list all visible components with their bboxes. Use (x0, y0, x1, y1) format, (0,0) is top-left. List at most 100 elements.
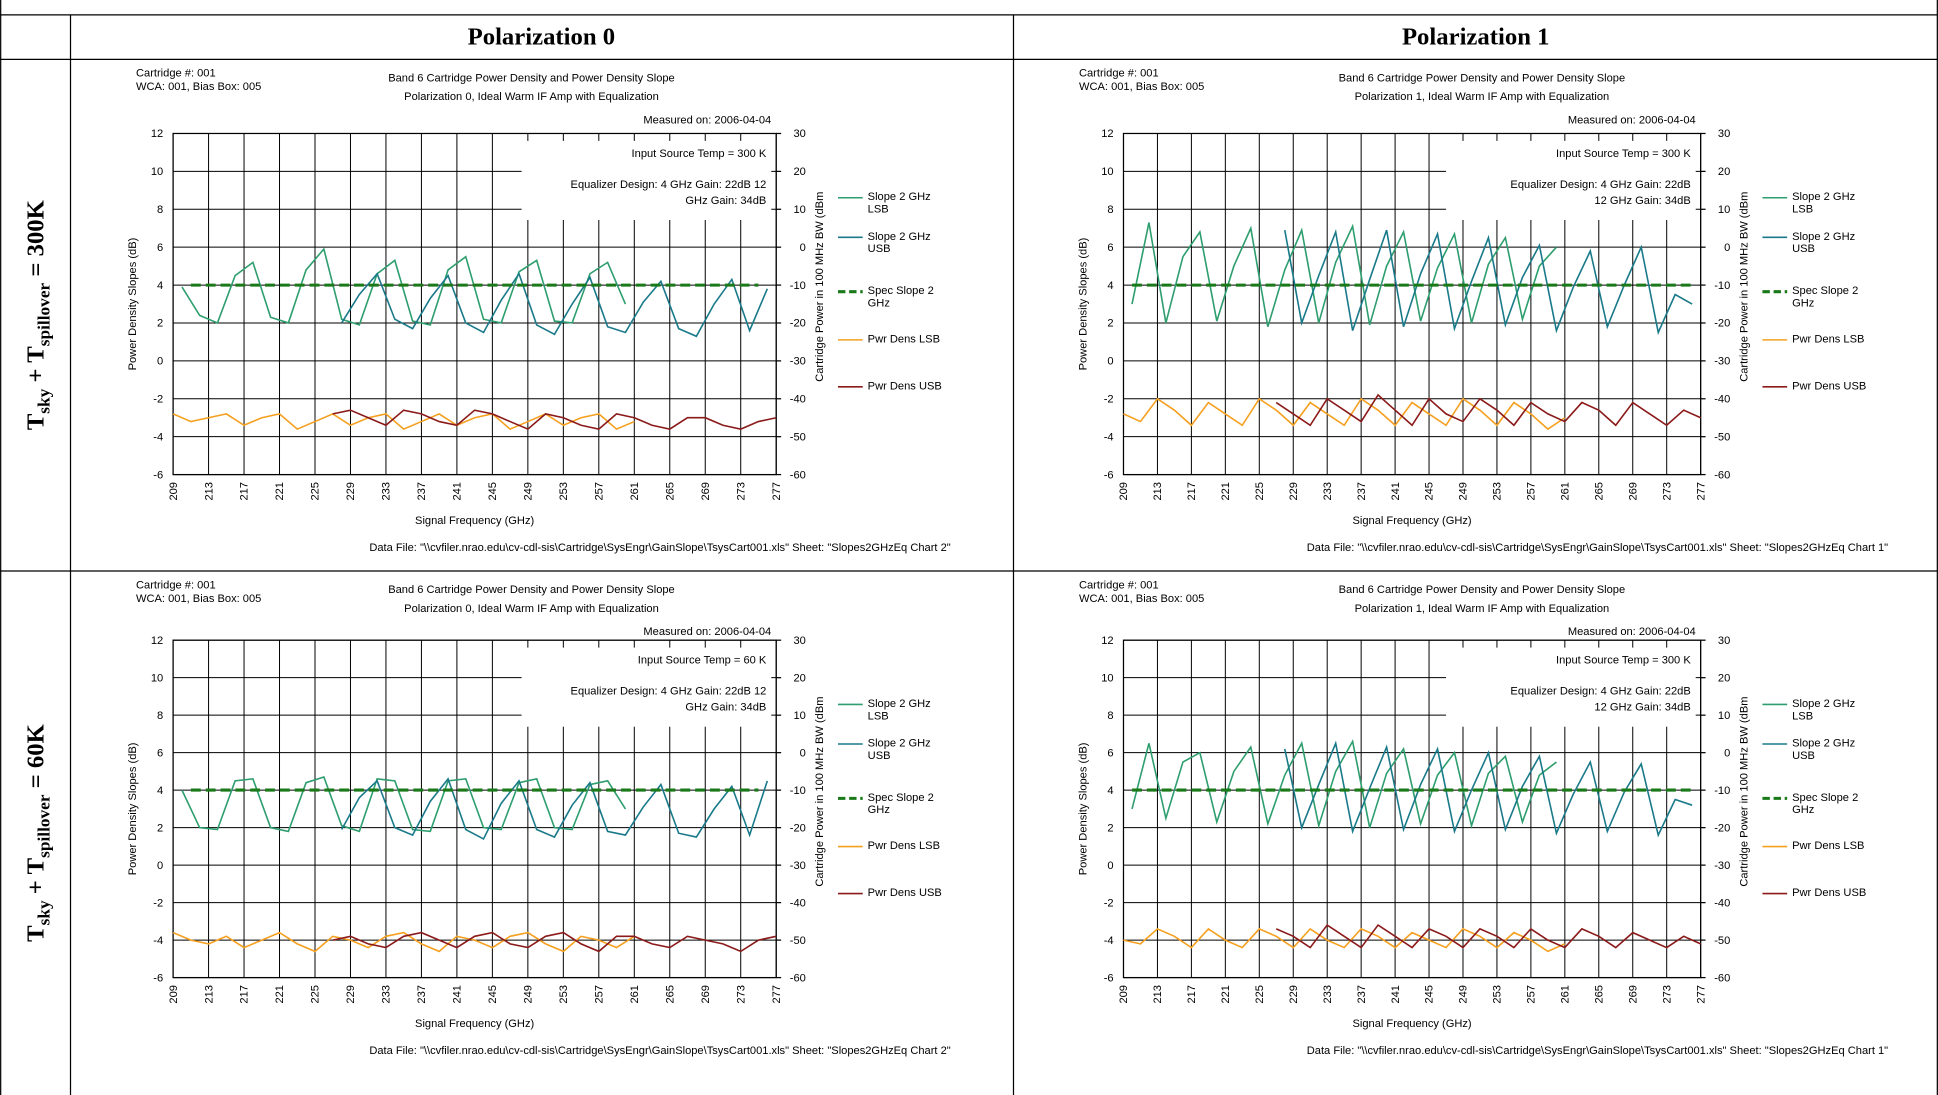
series-line (1283, 740, 1693, 838)
x-tick-label: 217 (239, 482, 251, 501)
x-tick-label: 237 (416, 985, 428, 1004)
row-label-subscript: sky (34, 388, 53, 413)
annotation: Equalizer Design: 4 GHz Gain: 22dB (1510, 179, 1690, 191)
y-axis-label: Power Density Slopes (dB) (1077, 237, 1089, 370)
legend-label: Pwr Dens LSB (867, 839, 940, 852)
legend-label: Pwr Dens USB (1792, 379, 1867, 392)
legend-label: Slope 2 GHz USB (867, 229, 931, 255)
y-tick-label: -6 (1104, 469, 1114, 481)
y-tick-label: -4 (1104, 935, 1114, 947)
chart-subtitle: Polarization 0, Ideal Warm IF Amp with E… (404, 91, 659, 103)
legend-entry: Slope 2 GHz USB (1792, 229, 1856, 255)
x-tick-label: 269 (700, 985, 712, 1004)
y-tick-label: 6 (157, 747, 163, 759)
y2-tick-label: -50 (1714, 935, 1730, 947)
legend-label: Pwr Dens USB (867, 886, 942, 899)
annotation: 12 GHz Gain: 34dB (1594, 195, 1690, 207)
y2-tick-label: -50 (1714, 431, 1730, 443)
legend-label: Pwr Dens LSB (1792, 332, 1865, 345)
y2-tick-label: 20 (1718, 672, 1730, 684)
legend-entry: Pwr Dens USB (1792, 379, 1867, 392)
y2-tick-label: 0 (800, 242, 806, 254)
data-file-note: Data File: "\\cvfiler.nrao.edu\cv-cdl-si… (369, 1045, 950, 1057)
x-tick-label: 253 (558, 985, 570, 1004)
chart-title: Band 6 Cartridge Power Density and Power… (1339, 73, 1626, 85)
y2-tick-label: -60 (790, 469, 806, 481)
y-axis-label: Power Density Slopes (dB) (127, 237, 139, 370)
y-tick-label: 2 (157, 318, 163, 330)
measured-date: Measured on: 2006-04-04 (1568, 115, 1696, 127)
y2-tick-label: 20 (794, 672, 806, 684)
annotation: Input Source Temp = 300 K (632, 148, 767, 160)
y-tick-label: 10 (1101, 166, 1113, 178)
y2-tick-label: 30 (794, 128, 806, 140)
x-tick-label: 249 (523, 482, 535, 501)
series-line (1131, 739, 1557, 829)
legend-entry: Slope 2 GHz LSB (1792, 697, 1855, 722)
legend-entry: Slope 2 GHz USB (868, 737, 931, 762)
measured-date: Measured on: 2006-04-04 (643, 115, 771, 127)
legend-entry: Spec Slope 2 GHz (868, 791, 934, 816)
row-label: Tsky + Tspillover = 60K (22, 723, 53, 942)
x-tick-label: 213 (203, 482, 215, 501)
annotation: Equalizer Design: 4 GHz Gain: 22dB (1510, 686, 1690, 698)
legend-label: Spec Slope 2 GHz (867, 284, 934, 309)
legend-label: Pwr Dens LSB (867, 332, 940, 345)
x-tick-label: 233 (1322, 482, 1334, 501)
series-line (181, 247, 627, 326)
series-line (172, 931, 635, 953)
row-label-text: = 60K (22, 723, 49, 794)
y2-tick-label: -60 (1714, 469, 1730, 481)
x-tick-label: 233 (1322, 985, 1334, 1004)
legend-label: Slope 2 GHz USB (1792, 229, 1856, 255)
x-tick-label: 245 (487, 985, 499, 1004)
x-tick-label: 237 (1356, 985, 1368, 1004)
row-label-subscript: spillover (34, 282, 53, 346)
x-tick-label: 209 (1118, 482, 1130, 501)
legend-label: Spec Slope 2 GHz (1792, 284, 1859, 309)
plot-frame (172, 132, 777, 476)
annotation: 12 GHz Gain: 34dB (1594, 702, 1690, 714)
legend-label: Spec Slope 2 GHz (1792, 790, 1859, 816)
annotation: Equalizer Design: 4 GHz Gain: 22dB 12 (571, 686, 767, 698)
y-tick-label: 4 (1107, 280, 1113, 292)
x-tick-label: 249 (1458, 482, 1470, 501)
y2-tick-label: -60 (1714, 972, 1730, 984)
x-tick-label: 273 (735, 985, 747, 1004)
cartridge-info: Cartridge #: 001 (1079, 579, 1159, 591)
y-tick-label: 8 (1107, 710, 1113, 722)
y2-axis-label: Cartridge Power in 100 MHz BW (dBm (814, 192, 826, 382)
y-tick-label: -4 (153, 431, 163, 443)
x-tick-label: 249 (523, 985, 535, 1004)
x-tick-label: 269 (1627, 985, 1639, 1004)
y2-tick-label: -30 (790, 860, 806, 872)
y2-axis-label: Cartridge Power in 100 MHz BW (dBm (1739, 697, 1751, 887)
y2-tick-label: -30 (790, 356, 806, 368)
y-tick-label: 6 (157, 242, 163, 254)
x-tick-label: 257 (594, 985, 606, 1004)
plot-frame (172, 639, 777, 979)
x-tick-label: 257 (1526, 482, 1538, 501)
y-axis-label: Power Density Slopes (dB) (1077, 742, 1089, 875)
series-line (332, 931, 777, 953)
x-tick-label: 217 (1186, 482, 1198, 501)
x-tick-label: 225 (1254, 482, 1266, 501)
x-axis-label: Signal Frequency (GHz) (1352, 1018, 1471, 1030)
y2-tick-label: -30 (1714, 860, 1730, 872)
series-line (1123, 927, 1566, 953)
annotation-box (521, 140, 772, 220)
x-tick-label: 209 (168, 985, 180, 1004)
y2-tick-label: -10 (1714, 785, 1730, 797)
chart-subtitle: Polarization 0, Ideal Warm IF Amp with E… (404, 603, 659, 615)
y-tick-label: 2 (157, 822, 163, 834)
y-tick-label: -6 (1104, 972, 1114, 984)
y2-tick-label: 0 (1724, 747, 1730, 759)
y-tick-label: 12 (151, 635, 163, 647)
y2-tick-label: 10 (1718, 204, 1730, 216)
y-tick-label: 8 (157, 204, 163, 216)
y-tick-label: 2 (1107, 822, 1113, 834)
y2-axis-label: Cartridge Power in 100 MHz BW (dBm (1739, 192, 1751, 382)
y2-tick-label: -50 (790, 935, 806, 947)
x-tick-label: 209 (168, 482, 180, 501)
x-tick-label: 277 (771, 482, 783, 501)
